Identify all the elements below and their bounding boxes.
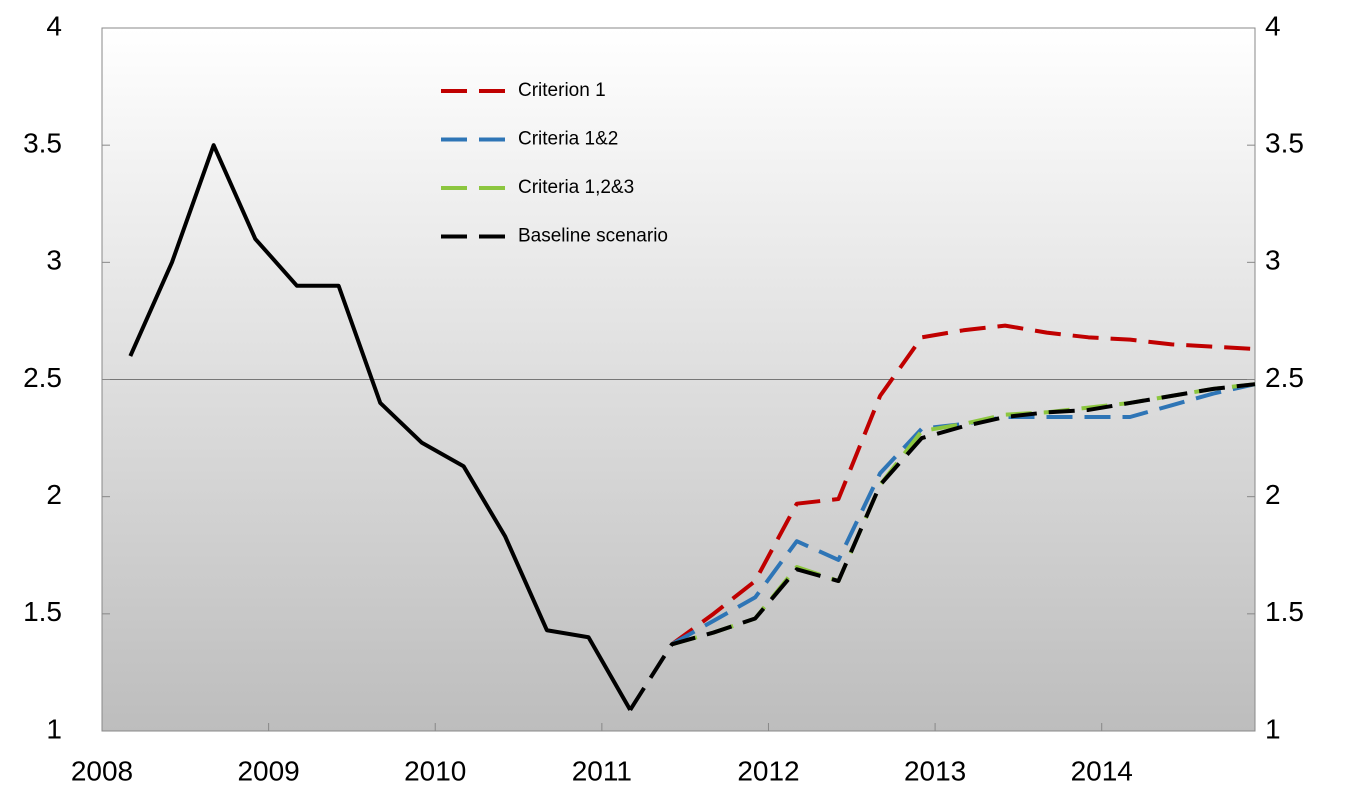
series-line <box>671 382 1256 647</box>
y-tick-label: 1.5 <box>23 596 62 627</box>
series-line <box>628 382 1256 711</box>
y2-tick-label: 1 <box>1265 713 1281 744</box>
y2-tick-label: 3 <box>1265 245 1281 276</box>
y2-tick-label: 4 <box>1265 10 1281 41</box>
y2-tick-label: 3.5 <box>1265 128 1304 159</box>
y2-tick-label: 2 <box>1265 479 1281 510</box>
legend-label: Criteria 1,2&3 <box>518 177 634 198</box>
y-tick-label: 2.5 <box>23 362 62 393</box>
y-tick-label: 1 <box>46 713 62 744</box>
x-tick-label: 2011 <box>572 755 632 786</box>
y2-tick-label: 1.5 <box>1265 596 1304 627</box>
x-tick-label: 2013 <box>904 755 966 786</box>
y-tick-label: 2 <box>46 479 62 510</box>
y-tick-label: 3 <box>46 245 62 276</box>
legend-label: Criterion 1 <box>518 80 606 101</box>
legend-label: Baseline scenario <box>518 226 668 247</box>
x-tick-label: 2012 <box>737 755 799 786</box>
series-line <box>670 323 1256 646</box>
y-tick-label: 4 <box>46 10 62 41</box>
legend-label: Criteria 1&2 <box>518 129 618 150</box>
series-line <box>670 382 1256 647</box>
series-line <box>128 143 632 711</box>
y2-tick-label: 2.5 <box>1265 362 1304 393</box>
y-tick-label: 3.5 <box>23 128 62 159</box>
x-tick-label: 2008 <box>71 755 133 786</box>
x-tick-label: 2014 <box>1071 755 1133 786</box>
x-tick-label: 2009 <box>237 755 299 786</box>
x-tick-label: 2010 <box>404 755 466 786</box>
